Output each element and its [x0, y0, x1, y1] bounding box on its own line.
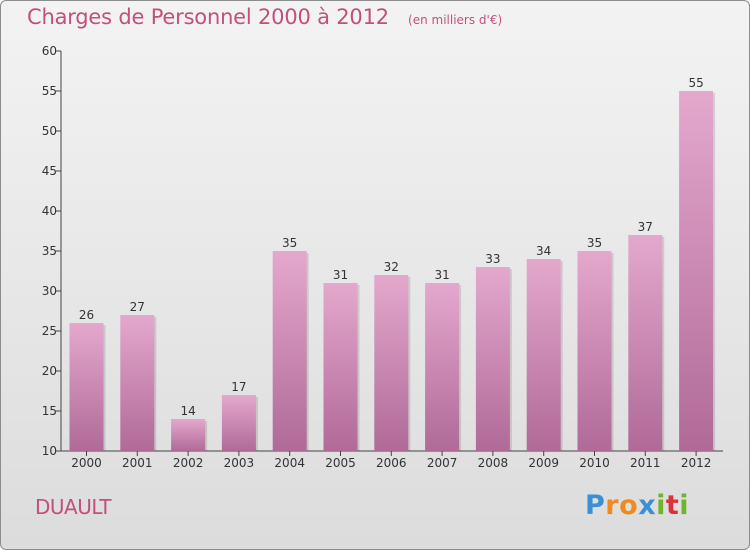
y-tick-label: 20: [42, 364, 57, 378]
x-tick-label: 2006: [376, 456, 407, 470]
data-label: 35: [282, 236, 297, 250]
x-tick-label: 2007: [427, 456, 458, 470]
y-tick-label: 30: [42, 284, 57, 298]
bar: [628, 235, 663, 451]
data-label: 26: [79, 308, 94, 322]
y-tick-label: 25: [42, 324, 57, 338]
bar: [425, 283, 460, 451]
x-tick-label: 2010: [579, 456, 610, 470]
data-label: 35: [587, 236, 602, 250]
bar: [475, 267, 510, 451]
bar: [374, 275, 409, 451]
bar: [272, 251, 307, 451]
chart-title: Charges de Personnel 2000 à 2012: [27, 5, 389, 29]
data-label: 34: [536, 244, 551, 258]
x-tick-label: 2008: [478, 456, 509, 470]
logo-letter: i: [656, 490, 666, 521]
x-tick-label: 2004: [274, 456, 305, 470]
bar: [120, 315, 155, 451]
bar-layer: [69, 91, 716, 451]
x-tick-label: 2011: [630, 456, 661, 470]
x-tick-label: 2012: [681, 456, 712, 470]
commune-name: DUAULT: [35, 495, 111, 519]
y-tick-label: 15: [42, 404, 57, 418]
bar: [526, 259, 561, 451]
x-tick-label: 2002: [173, 456, 204, 470]
bar: [577, 251, 612, 451]
data-label: 33: [485, 252, 500, 266]
bar: [69, 323, 104, 451]
title-block: Charges de Personnel 2000 à 2012 (en mil…: [27, 5, 502, 29]
data-label: 17: [231, 380, 246, 394]
logo-letter: t: [665, 490, 680, 521]
logo-letter: x: [638, 490, 657, 521]
label-layer: 26 27 14 17 35 31 32 31 33 34 35 37 55: [79, 76, 704, 418]
x-tick-label: 2000: [71, 456, 102, 470]
y-tick-label: 10: [42, 444, 57, 458]
data-label: 32: [384, 260, 399, 274]
y-tick-label: 55: [42, 84, 57, 98]
proxiti-logo: Proxiti: [585, 490, 689, 521]
x-tick-label: 2009: [528, 456, 559, 470]
bar: [679, 91, 714, 451]
logo-letter: o: [619, 490, 639, 521]
data-label: 37: [638, 220, 653, 234]
data-label: 55: [688, 76, 703, 90]
y-tick-label: 35: [42, 244, 57, 258]
bar: [221, 395, 256, 451]
x-tick-label: 2001: [122, 456, 153, 470]
axis-layer: 10 15 20 25 30 35 40 45 50 55 60 2000 2001 2002 2003 20…: [42, 44, 723, 470]
data-label: 31: [434, 268, 449, 282]
data-label: 14: [180, 404, 195, 418]
y-tick-label: 40: [42, 204, 57, 218]
y-tick-label: 50: [42, 124, 57, 138]
logo-letter: i: [679, 490, 690, 521]
x-tick-label: 2003: [224, 456, 255, 470]
chart-subtitle: (en milliers d'€): [408, 13, 503, 27]
x-tick-label: 2005: [325, 456, 356, 470]
bar: [323, 283, 358, 451]
logo-letter: r: [605, 490, 620, 521]
data-label: 27: [130, 300, 145, 314]
logo-letter: P: [585, 490, 606, 521]
y-tick-label: 45: [42, 164, 57, 178]
bar: [171, 419, 206, 451]
data-label: 31: [333, 268, 348, 282]
y-tick-label: 60: [42, 44, 57, 58]
